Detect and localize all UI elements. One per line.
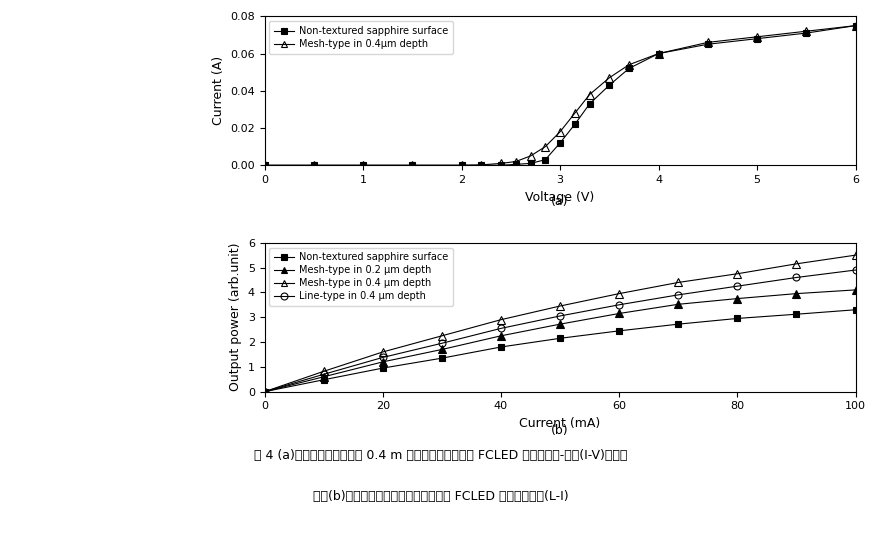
Text: (b): (b): [551, 424, 569, 437]
Y-axis label: Output power (arb.unit): Output power (arb.unit): [229, 243, 243, 392]
Legend: Non-textured sapphire surface, Mesh-type in 0.4μm depth: Non-textured sapphire surface, Mesh-type…: [270, 21, 452, 54]
X-axis label: Current (mA): Current (mA): [519, 417, 601, 430]
X-axis label: Voltage (V): Voltage (V): [526, 190, 594, 203]
Text: (a): (a): [551, 195, 569, 208]
Text: 图 4 (a)具有无纹理蓝宝石和 0.4 m 深网状纹理蓝宝石的 FCLED 芯片的电流-电压(I-V)曲线，: 图 4 (a)具有无纹理蓝宝石和 0.4 m 深网状纹理蓝宝石的 FCLED 芯…: [254, 449, 628, 462]
Legend: Non-textured sapphire surface, Mesh-type in 0.2 μm depth, Mesh-type in 0.4 μm de: Non-textured sapphire surface, Mesh-type…: [270, 248, 452, 306]
Text: 以及(b)作为正向直流电流的函数测量的 FCLED 的光输出功率(L-I): 以及(b)作为正向直流电流的函数测量的 FCLED 的光输出功率(L-I): [313, 490, 569, 503]
Y-axis label: Current (A): Current (A): [212, 56, 225, 125]
